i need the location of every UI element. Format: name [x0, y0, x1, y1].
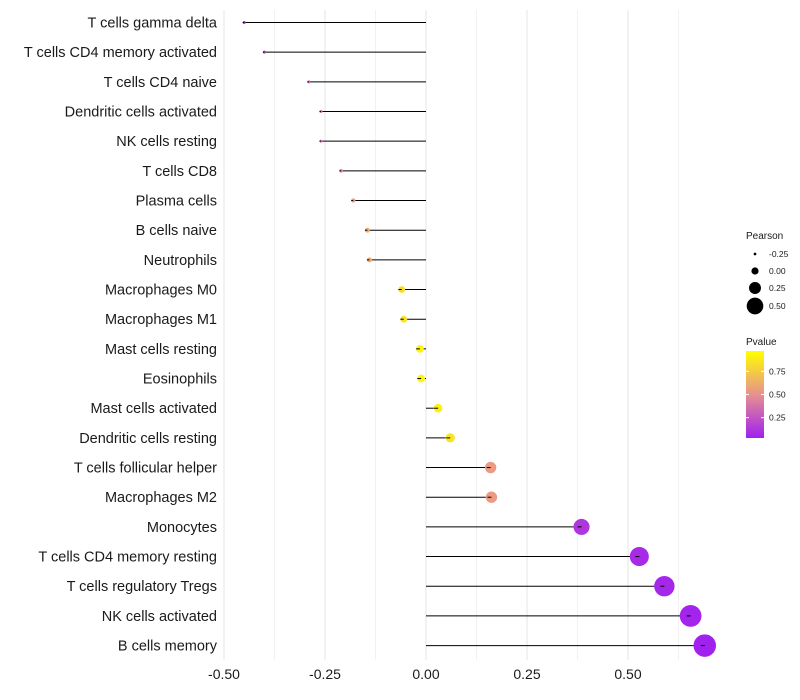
y-category-label: T cells CD4 naive — [104, 75, 217, 91]
legend-pearson: Pearson -0.25 0.00 0.25 0.50 — [746, 231, 789, 315]
y-category-label: Mast cells activated — [90, 401, 217, 417]
legend-pearson-title: Pearson — [746, 231, 783, 242]
y-category-label: T cells regulatory Tregs — [67, 579, 217, 595]
lollipop-point — [351, 198, 356, 203]
y-category-label: Eosinophils — [143, 372, 217, 388]
y-category-label: Macrophages M0 — [105, 283, 217, 299]
x-tick-label: 0.25 — [513, 666, 540, 682]
y-category-label: Monocytes — [147, 520, 217, 536]
y-category-label: NK cells activated — [102, 609, 217, 625]
legend-size-label: 0.25 — [769, 283, 786, 293]
legend-size-key — [753, 252, 757, 256]
y-category-label: T cells CD4 memory resting — [38, 550, 217, 566]
legend-size-label: 0.00 — [769, 266, 786, 276]
legend-size-label: 0.50 — [769, 301, 786, 311]
y-category-label: Macrophages M1 — [105, 312, 217, 328]
y-category-label: NK cells resting — [116, 134, 217, 150]
legend-pvalue-colorbar — [746, 351, 764, 438]
grid-lines — [223, 10, 679, 660]
legend-pvalue-label: 0.25 — [769, 413, 786, 423]
legend-size-label: -0.25 — [769, 249, 789, 259]
y-category-label: T cells CD8 — [142, 164, 217, 180]
y-category-label: T cells CD4 memory activated — [24, 45, 217, 61]
y-category-label: Macrophages M2 — [105, 490, 217, 506]
y-category-label: Neutrophils — [144, 253, 217, 269]
lollipop-point — [400, 315, 408, 323]
legend-pvalue-label: 0.75 — [769, 366, 786, 376]
y-category-label: Mast cells resting — [105, 342, 217, 358]
y-category-label: T cells gamma delta — [88, 16, 218, 32]
legend-size-key — [749, 282, 761, 294]
legend-pvalue-label: 0.50 — [769, 390, 786, 400]
y-category-label: B cells naive — [136, 223, 217, 239]
legend-size-key — [746, 297, 764, 315]
x-tick-label: -0.25 — [309, 666, 341, 682]
legend-pvalue: Pvalue 0.75 0.50 0.25 — [746, 337, 786, 438]
y-category-label: Plasma cells — [136, 194, 217, 210]
x-tick-label: -0.50 — [208, 666, 240, 682]
y-category-label: Dendritic cells activated — [65, 105, 217, 121]
x-tick-label: 0.00 — [412, 666, 439, 682]
legend-size-key — [751, 267, 759, 275]
legend-pvalue-title: Pvalue — [746, 337, 777, 348]
y-category-label: Dendritic cells resting — [79, 431, 217, 447]
y-axis-labels: T cells gamma delta T cells CD4 memory ac… — [24, 16, 218, 655]
x-axis-ticks: -0.50 -0.25 0.00 0.25 0.50 — [208, 666, 642, 682]
x-tick-label: 0.50 — [614, 666, 641, 682]
y-category-label: B cells memory — [118, 639, 218, 655]
lollipop-points — [242, 21, 717, 657]
lollipop-point — [573, 518, 590, 535]
y-category-label: T cells follicular helper — [74, 461, 217, 477]
